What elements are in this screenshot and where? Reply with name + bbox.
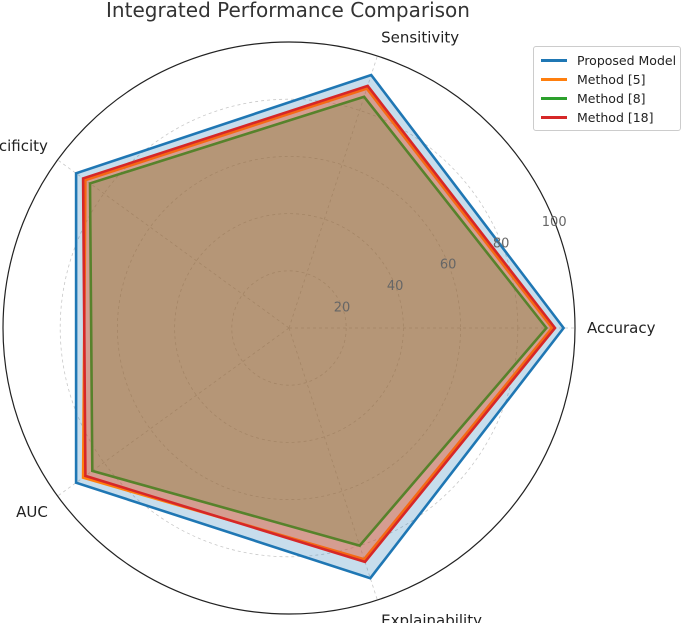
legend-item: Method [18] <box>534 108 680 127</box>
legend-item: Proposed Model <box>534 51 680 70</box>
r-tick-label: 20 <box>334 301 351 316</box>
axis-label-specificity: Specificity <box>0 137 48 155</box>
legend-swatch <box>541 78 567 81</box>
radar-labels: 20 40 60 80 100 Accuracy Sensitivity Specificit… <box>0 29 656 623</box>
r-tick-label: 100 <box>542 215 567 230</box>
legend-item: Method [8] <box>534 89 680 108</box>
legend-item: Method [5] <box>534 70 680 89</box>
axis-label-auc: AUC <box>16 503 48 521</box>
legend-label: Method [5] <box>577 72 646 87</box>
r-tick-label: 40 <box>387 279 404 294</box>
radar-series <box>74 73 566 580</box>
radar-grid <box>2 41 576 615</box>
legend-label: Proposed Model <box>577 53 677 68</box>
axis-label-explainability: Explainability <box>381 611 482 623</box>
grid-ring-20 <box>231 270 347 386</box>
r-tick-label: 80 <box>493 236 510 251</box>
axis-label-accuracy: Accuracy <box>587 319 656 337</box>
series-polygon-2 <box>88 95 549 548</box>
series-polygon-3 <box>81 84 557 564</box>
legend-label: Method [18] <box>577 110 654 125</box>
legend-label: Method [8] <box>577 91 646 106</box>
outer-ring <box>2 41 576 615</box>
legend-swatch <box>541 116 567 119</box>
legend-swatch <box>541 97 567 100</box>
axis-label-sensitivity: Sensitivity <box>381 29 459 47</box>
series-polygon-0 <box>74 73 566 580</box>
r-tick-label: 60 <box>440 258 457 273</box>
chart-title: Integrated Performance Comparison <box>106 0 470 22</box>
legend-swatch <box>541 59 567 62</box>
grid-ring-60 <box>116 155 462 501</box>
legend: Proposed Model Method [5] Method [8] Method… <box>533 46 681 131</box>
